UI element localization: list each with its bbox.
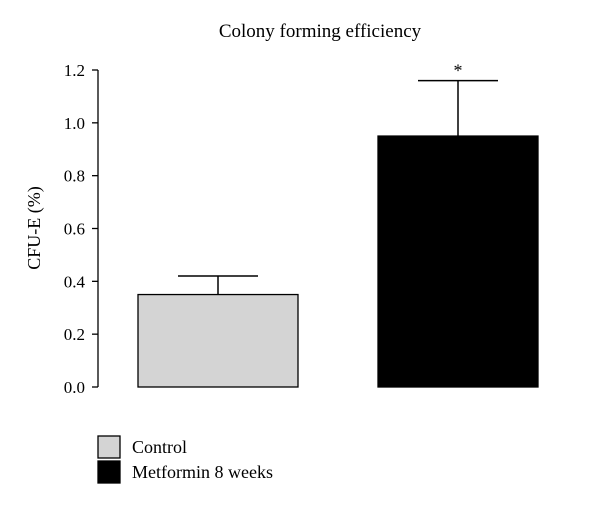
y-tick-label: 0.6: [64, 220, 85, 239]
y-tick-label: 0.4: [64, 272, 86, 291]
y-tick-label: 1.0: [64, 114, 85, 133]
legend-swatch: [97, 460, 121, 484]
significance-marker: *: [454, 61, 463, 81]
y-tick-label: 0.0: [64, 378, 85, 397]
y-tick-label: 0.8: [64, 167, 85, 186]
bar-control: [137, 293, 299, 388]
legend: Control Metformin 8 weeks: [97, 435, 273, 484]
bar-metformin: [377, 135, 539, 388]
y-axis-label: CFU-E (%): [24, 186, 45, 270]
legend-swatch: [97, 435, 121, 459]
legend-label: Control: [132, 437, 187, 457]
y-tick-label: 0.2: [64, 325, 85, 344]
y-axis-ticks: 0.0 0.2 0.4 0.6 0.8 1.0 1.2: [64, 61, 98, 397]
y-tick-label: 1.2: [64, 61, 85, 80]
legend-label: Metformin 8 weeks: [132, 462, 273, 482]
bars: *: [137, 61, 539, 388]
chart-title: Colony forming efficiency: [219, 21, 422, 42]
